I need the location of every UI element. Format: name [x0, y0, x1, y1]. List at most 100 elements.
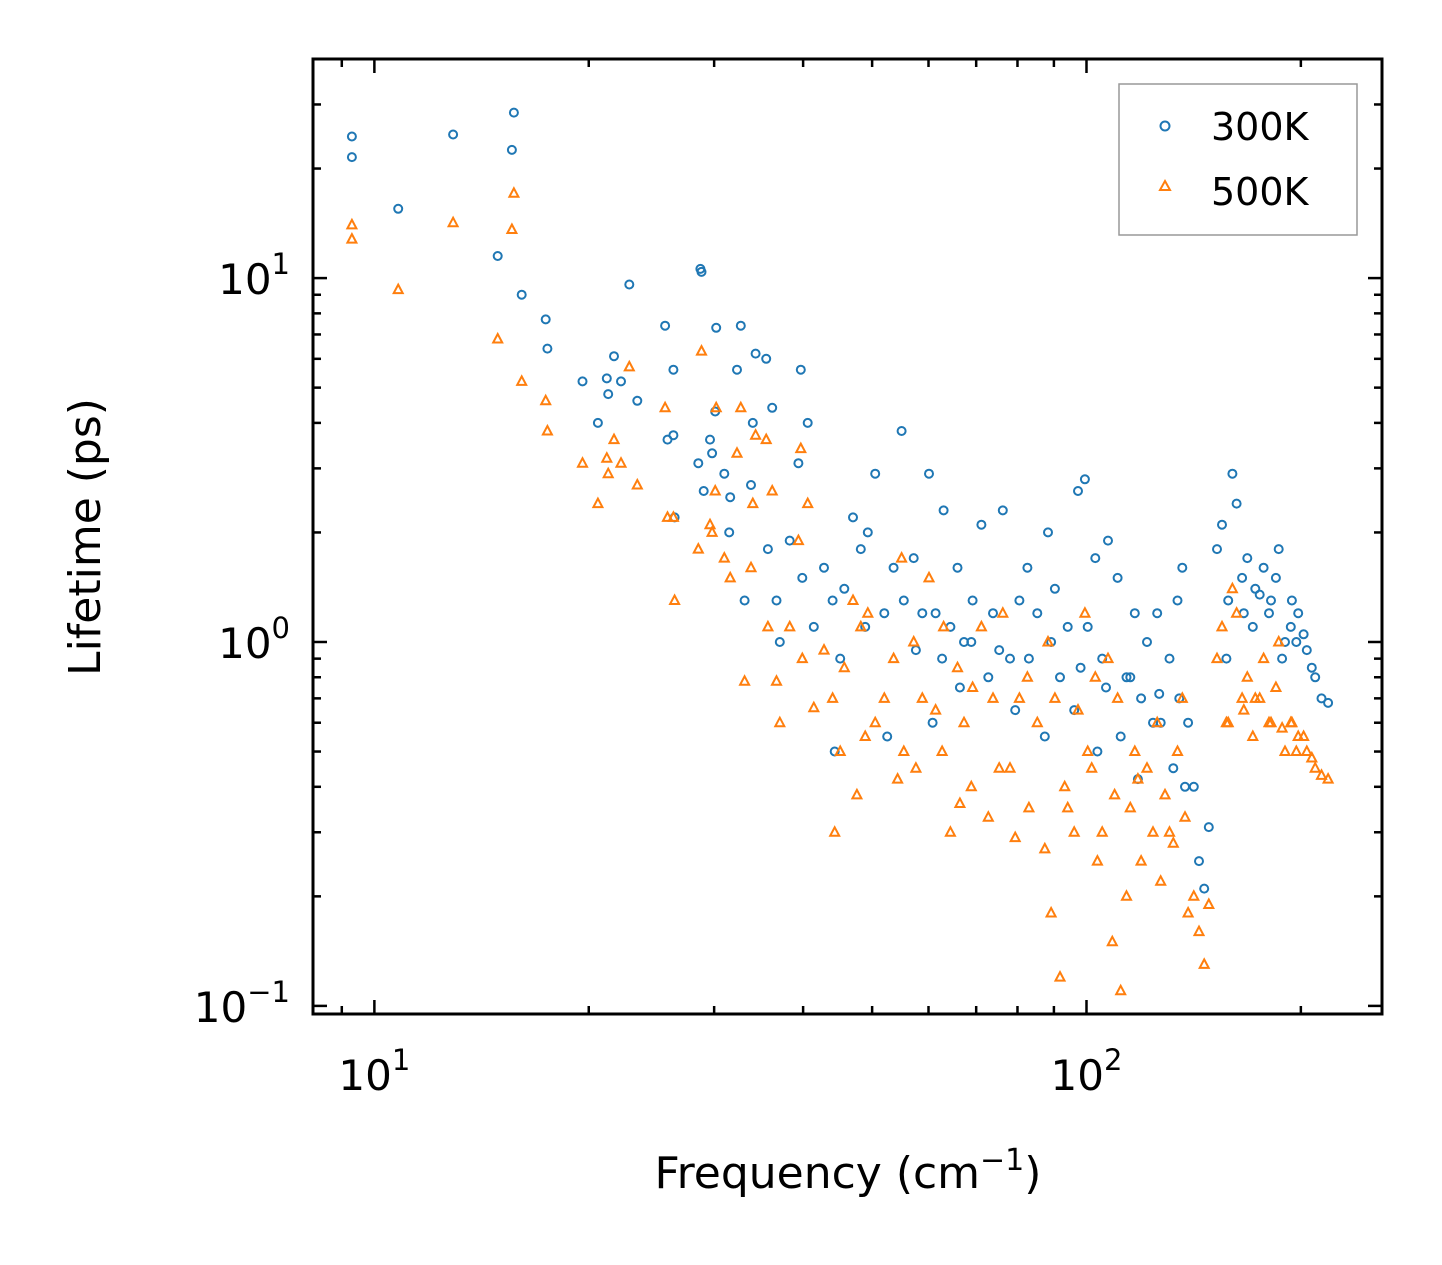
point-300k: [1079, 474, 1090, 485]
point-500k: [783, 619, 796, 632]
point-500k: [1315, 768, 1328, 780]
markers-layer: [345, 107, 1335, 996]
point-300k: [994, 645, 1005, 656]
point-500k: [944, 825, 957, 837]
point-300k: [346, 152, 357, 163]
point-500k: [922, 570, 936, 583]
point-500k: [1230, 606, 1243, 618]
point-500k: [1215, 619, 1229, 632]
point-300k: [855, 544, 866, 555]
point-300k: [1092, 746, 1103, 757]
point-300k: [1310, 672, 1321, 683]
point-500k: [1111, 691, 1124, 703]
point-300k: [839, 583, 850, 594]
point-500k: [1300, 744, 1313, 756]
point-300k: [668, 430, 679, 441]
point-300k: [577, 376, 588, 387]
point-300k: [1125, 672, 1136, 683]
point-300k: [819, 562, 829, 573]
point-300k: [1055, 672, 1065, 683]
point-500k: [828, 825, 841, 837]
point-500k: [796, 651, 809, 664]
point-500k: [600, 451, 613, 463]
point-500k: [1081, 744, 1094, 756]
point-300k: [698, 486, 709, 496]
point-500k: [1053, 969, 1067, 982]
point-500k: [1091, 853, 1104, 866]
point-300k: [1101, 682, 1111, 693]
point-300k: [954, 682, 965, 693]
point-300k: [725, 492, 736, 503]
point-500k: [869, 715, 882, 728]
point-300k: [1323, 697, 1334, 708]
point-300k: [1247, 621, 1258, 632]
point-500k: [749, 428, 762, 440]
point-500k: [1078, 606, 1092, 618]
point-500k: [1321, 771, 1335, 784]
point-300k: [1285, 621, 1296, 632]
point-500k: [770, 674, 783, 686]
point-300k: [746, 480, 756, 490]
point-500k: [734, 400, 747, 413]
point-500k: [846, 593, 860, 605]
point-500k: [986, 691, 1000, 703]
point-500k: [761, 619, 775, 632]
point-500k: [953, 796, 967, 808]
point-500k: [826, 691, 839, 703]
point-500k: [861, 606, 874, 618]
point-300k: [983, 672, 994, 683]
point-500k: [541, 423, 554, 436]
point-500k: [507, 186, 521, 198]
point-500k: [1210, 651, 1224, 664]
point-500k: [916, 691, 929, 703]
point-500k: [907, 634, 920, 647]
point-500k: [951, 660, 964, 673]
point-300k: [930, 608, 941, 619]
point-300k: [898, 595, 909, 606]
point-300k: [882, 731, 893, 742]
point-500k: [1309, 761, 1322, 773]
point-500k: [838, 660, 851, 673]
point-300k: [1264, 608, 1274, 619]
point-500k: [935, 744, 949, 756]
point-500k: [834, 744, 847, 756]
point-500k: [1220, 715, 1233, 728]
point-500k: [965, 779, 978, 792]
point-300k: [1039, 731, 1050, 742]
point-500k: [1154, 874, 1167, 886]
point-500k: [631, 477, 644, 490]
point-500k: [1085, 761, 1098, 773]
point-300k: [492, 251, 503, 261]
point-500k: [1013, 691, 1026, 703]
point-500k: [1246, 729, 1259, 741]
point-500k: [1058, 779, 1071, 792]
point-300k: [1082, 621, 1093, 632]
point-500k: [661, 510, 674, 522]
point-300k: [870, 468, 881, 479]
point-300k: [848, 512, 858, 523]
x-tick-label: 101: [338, 1043, 410, 1100]
point-500k: [1198, 957, 1211, 969]
point-500k: [1275, 720, 1289, 733]
point-300k: [603, 389, 614, 400]
point-300k: [835, 653, 846, 664]
point-300k: [1221, 653, 1232, 664]
point-500k: [891, 771, 904, 784]
point-500k: [897, 744, 910, 756]
point-300k: [1168, 763, 1179, 774]
y-tick-label: 100: [218, 611, 290, 668]
point-500k: [614, 456, 628, 468]
point-500k: [817, 642, 831, 655]
point-500k: [1305, 750, 1318, 763]
point-300k: [1203, 822, 1214, 833]
point-500k: [1108, 787, 1121, 800]
point-300k: [997, 505, 1008, 516]
point-300k: [924, 468, 934, 479]
point-500k: [1022, 800, 1036, 813]
point-300k: [761, 353, 772, 364]
point-500k: [1003, 761, 1017, 773]
point-300k: [660, 320, 671, 331]
point-500k: [692, 541, 705, 554]
point-500k: [792, 533, 805, 546]
point-300k: [967, 595, 978, 606]
